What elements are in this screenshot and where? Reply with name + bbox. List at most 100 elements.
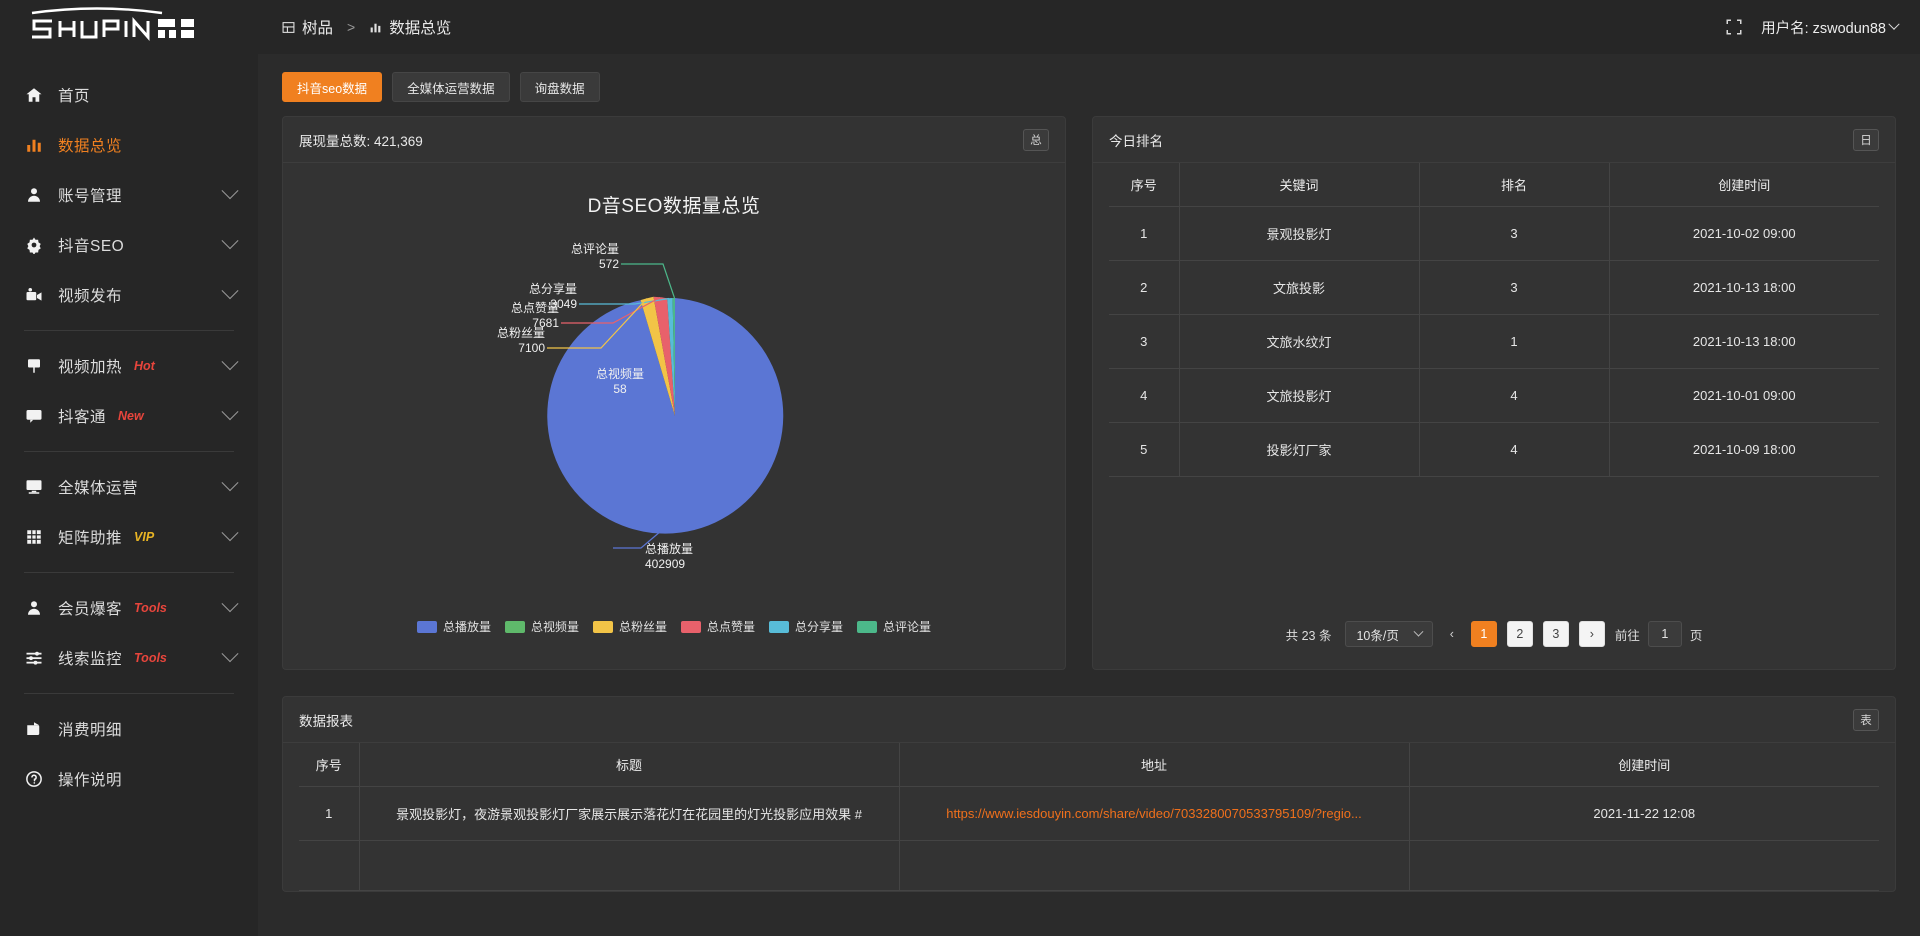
brand-logo[interactable]	[0, 0, 258, 54]
table-row[interactable]: 2 文旅投影 3 2021-10-13 18:00	[1109, 260, 1879, 315]
video-link[interactable]: https://www.iesdouyin.com/share/video/70…	[946, 806, 1362, 821]
breadcrumb-item-root[interactable]: 树品	[282, 16, 333, 38]
monitor-icon	[24, 477, 44, 497]
breadcrumb-label: 数据总览	[389, 20, 452, 37]
sidebar-item-视频加热[interactable]: 视频加热 Hot	[0, 341, 258, 391]
sidebar-item-矩阵助推[interactable]: 矩阵助推 VIP	[0, 512, 258, 562]
pagination-page-3[interactable]: 3	[1542, 621, 1569, 647]
pie-slice-分享量[interactable]	[667, 298, 675, 416]
sidebar-item-抖音SEO[interactable]: 抖音SEO	[0, 220, 258, 270]
table-row[interactable]: 4 文旅投影灯 4 2021-10-01 09:00	[1109, 368, 1879, 423]
legend-swatch	[857, 620, 878, 633]
cell-address[interactable]: https://www.iesdouyin.com/share/video/70…	[898, 786, 1410, 841]
jump-input[interactable]	[1647, 621, 1682, 647]
sidebar-item-消费明细[interactable]: 消费明细	[0, 704, 258, 754]
sidebar-item-视频发布[interactable]: 视频发布	[0, 270, 258, 320]
pie-chart: D音SEO数据量总览	[283, 163, 1065, 669]
pie-slice-评论量[interactable]	[672, 297, 675, 416]
help-icon	[24, 769, 44, 789]
sidebar-nav: 首页 数据总览 账号管理 抖	[0, 54, 258, 804]
sidebar-item-label: 视频加热	[58, 359, 123, 376]
table-row[interactable]	[299, 840, 1879, 891]
table-row[interactable]: 1 景观投影灯 3 2021-10-02 09:00	[1109, 206, 1879, 261]
sidebar-item-badge: Tools	[134, 601, 167, 615]
col-关键词: 关键词	[1178, 163, 1420, 207]
jump-suffix: 页	[1689, 628, 1703, 643]
legend-swatch	[416, 620, 437, 633]
pie-slice-播放量[interactable]	[547, 298, 784, 534]
report-card-header: 数据报表 表	[283, 697, 1895, 743]
table-row[interactable]: 1 景观投影灯，夜游景观投影灯厂家展示展示落花灯在花园里的灯光投影应用效果 # …	[299, 786, 1879, 841]
jump-label: 前往	[1614, 628, 1640, 643]
pagination-prev[interactable]: ‹	[1449, 627, 1454, 641]
cell-rank: 4	[1418, 368, 1610, 423]
table-header-row: 序号 关键词 排名 创建时间	[1109, 163, 1879, 207]
report-title: 数据报表	[299, 713, 353, 729]
legend-swatch	[504, 620, 525, 633]
sidebar-item-首页[interactable]: 首页	[0, 70, 258, 120]
tab-douyin-seo[interactable]: 抖音seo数据	[282, 72, 383, 102]
legend-label: 总点赞量	[707, 620, 756, 634]
sidebar-item-会员爆客[interactable]: 会员爆客 Tools	[0, 583, 258, 633]
sidebar-item-账号管理[interactable]: 账号管理	[0, 170, 258, 220]
cell-rank: 3	[1418, 206, 1610, 261]
pie-label-视频量-name: 总视频量	[596, 366, 644, 381]
sidebar-item-全媒体运营[interactable]: 全媒体运营	[0, 462, 258, 512]
table-header-row: 序号 标题 地址 创建时间	[299, 743, 1879, 787]
breadcrumb-item-current[interactable]: 数据总览	[369, 16, 451, 38]
report-table: 序号 标题 地址 创建时间 1 景观投影灯，夜游景观投影灯厂家展示展示落花灯在花…	[299, 743, 1879, 891]
sidebar-item-线索监控[interactable]: 线索监控 Tools	[0, 633, 258, 683]
bar-chart-icon	[369, 21, 382, 34]
ranking-toggle-button[interactable]: 日	[1853, 128, 1879, 151]
col-标题: 标题	[358, 743, 900, 787]
cell-title	[358, 840, 900, 891]
cell-index: 1	[299, 786, 360, 841]
fullscreen-icon[interactable]	[1725, 18, 1743, 36]
legend-item-分享量[interactable]: 总分享量	[769, 618, 843, 635]
table-row[interactable]: 5 投影灯厂家 4 2021-10-09 18:00	[1109, 422, 1879, 477]
pagination-next[interactable]: ›	[1578, 621, 1605, 647]
legend-item-视频量[interactable]: 总视频量	[504, 618, 579, 635]
chevron-down-icon	[221, 645, 239, 663]
chevron-down-icon	[221, 524, 239, 542]
legend-label: 总分享量	[795, 620, 844, 634]
cell-index: 1	[1109, 206, 1180, 261]
sliders-icon	[24, 648, 44, 668]
cell-index	[299, 840, 360, 891]
pagination-page-2[interactable]: 2	[1506, 621, 1533, 647]
legend-item-播放量[interactable]: 总播放量	[416, 618, 491, 635]
cell-keyword: 景观投影灯	[1178, 206, 1420, 261]
sidebar-item-数据总览[interactable]: 数据总览	[0, 120, 258, 170]
sidebar-item-抖客通[interactable]: 抖客通 New	[0, 391, 258, 441]
pagination-page-1[interactable]: 1	[1470, 621, 1497, 647]
legend-item-评论量[interactable]: 总评论量	[857, 618, 931, 635]
legend-item-点赞量[interactable]: 总点赞量	[681, 618, 755, 635]
tab-omnimedia[interactable]: 全媒体运营数据	[392, 72, 510, 102]
main-area: 树品 > 数据总览 用户名: zswodun88	[258, 0, 1920, 936]
sidebar-item-label: 首页	[58, 88, 91, 105]
chart-title: D音SEO数据量总览	[587, 196, 761, 217]
sidebar-divider	[24, 693, 234, 694]
chevron-down-icon	[221, 232, 239, 250]
sidebar-item-label: 抖音SEO	[58, 238, 125, 255]
pie-label-分享量-value: 3049	[550, 297, 577, 311]
legend-item-粉丝量[interactable]: 总粉丝量	[592, 618, 667, 635]
report-toggle-button[interactable]: 表	[1853, 708, 1879, 731]
cell-keyword: 文旅水纹灯	[1178, 314, 1420, 369]
page-size-select[interactable]: 10条/页	[1345, 621, 1433, 647]
sidebar-item-操作说明[interactable]: 操作说明	[0, 754, 258, 804]
overview-toggle-button[interactable]: 总	[1023, 128, 1049, 151]
pie-label-播放量-name: 总播放量	[645, 541, 693, 556]
pie-slice-粉丝量[interactable]	[640, 296, 675, 416]
cell-keyword: 文旅投影灯	[1178, 368, 1420, 423]
tab-inquiry[interactable]: 询盘数据	[519, 72, 600, 102]
user-menu[interactable]: 用户名: zswodun88	[1761, 17, 1900, 38]
layout-icon	[282, 21, 295, 34]
pie-label-粉丝量-value: 7100	[518, 341, 545, 355]
table-row[interactable]: 3 文旅水纹灯 1 2021-10-13 18:00	[1109, 314, 1879, 369]
sidebar-item-label: 矩阵助推	[58, 530, 123, 547]
home-icon	[24, 85, 44, 105]
col-地址: 地址	[898, 743, 1410, 787]
breadcrumb-separator: >	[347, 19, 356, 35]
cell-title: 景观投影灯，夜游景观投影灯厂家展示展示落花灯在花园里的灯光投影应用效果 #	[358, 786, 900, 841]
